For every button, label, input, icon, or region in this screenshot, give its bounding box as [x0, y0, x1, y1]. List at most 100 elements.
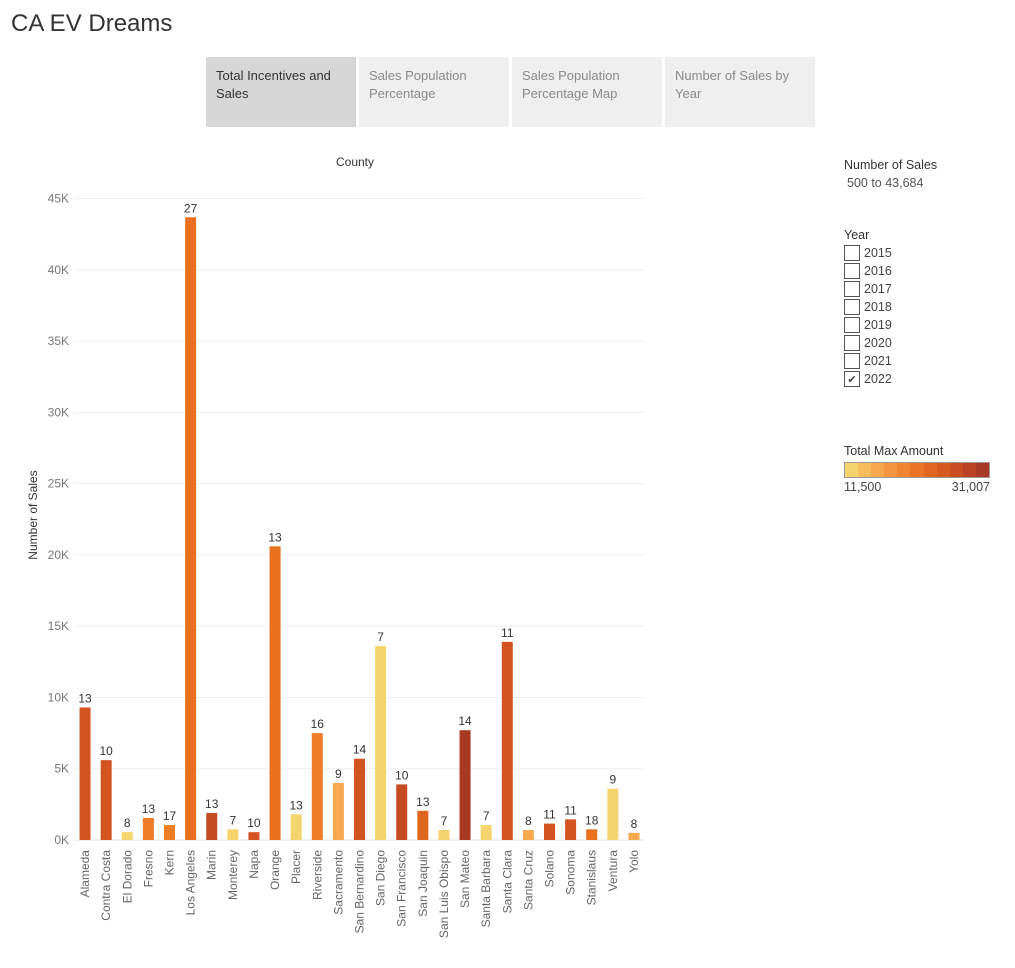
- y-tick-label: 10K: [48, 690, 69, 704]
- year-filter: Year 2015 2016 2017 2018 2019 2020 2021 ✔ 2022: [844, 228, 892, 388]
- y-tick-label: 25K: [48, 477, 69, 491]
- bar-kern: [164, 825, 175, 840]
- y-tick-label: 5K: [54, 762, 69, 776]
- year-option-2020[interactable]: 2020: [844, 334, 892, 352]
- sales-range-text: 500 to 43,684: [847, 176, 924, 190]
- data-label: 27: [184, 201, 198, 215]
- data-label: 9: [335, 767, 342, 781]
- page-title: CA EV Dreams: [11, 10, 173, 37]
- y-tick-label: 45K: [48, 192, 69, 206]
- data-label: 13: [289, 798, 303, 812]
- data-label: 11: [501, 626, 514, 640]
- year-option-label: 2019: [864, 318, 892, 332]
- bar-sacramento: [332, 782, 344, 840]
- year-checkbox[interactable]: [844, 353, 860, 369]
- x-tick-label: Stanislaus: [585, 850, 599, 905]
- bar-fresno: [142, 817, 154, 840]
- amount-min-label: 11,500: [844, 480, 882, 494]
- bar-alameda: [79, 707, 91, 840]
- data-label: 18: [585, 813, 599, 827]
- bar-san-mateo: [459, 730, 471, 840]
- year-checkbox[interactable]: [844, 281, 860, 297]
- color-step: [845, 463, 859, 477]
- tab-sales-population-map[interactable]: Sales Population Percentage Map: [512, 57, 662, 127]
- year-option-2016[interactable]: 2016: [844, 262, 892, 280]
- bar-san-francisco: [396, 784, 408, 840]
- year-option-2021[interactable]: 2021: [844, 352, 892, 370]
- bar-napa: [248, 832, 260, 840]
- y-tick-label: 0K: [54, 833, 69, 847]
- year-checkbox[interactable]: [844, 299, 860, 315]
- bar-san-joaquin: [417, 810, 429, 840]
- bar-contra-costa: [100, 760, 112, 840]
- bar-monterey: [227, 829, 239, 840]
- bar-el-dorado: [121, 832, 133, 840]
- data-label: 14: [353, 743, 367, 757]
- year-checkbox[interactable]: ✔: [844, 371, 860, 387]
- bar-orange: [269, 546, 281, 840]
- x-tick-label: Sonoma: [564, 850, 578, 895]
- x-tick-label: San Diego: [374, 850, 388, 906]
- y-tick-label: 20K: [48, 548, 69, 562]
- year-filter-title: Year: [844, 228, 870, 242]
- dashboard-tabs: Total Incentives and Sales Sales Populat…: [206, 57, 815, 127]
- sales-legend-title: Number of Sales: [844, 158, 938, 172]
- year-checkbox[interactable]: [844, 317, 860, 333]
- bar-santa-clara: [501, 641, 513, 840]
- color-step: [923, 463, 937, 477]
- color-step: [884, 463, 898, 477]
- year-checkbox[interactable]: [844, 335, 860, 351]
- data-label: 11: [543, 808, 556, 822]
- data-label: 13: [205, 797, 219, 811]
- year-option-label: 2020: [864, 336, 892, 350]
- year-option-2018[interactable]: 2018: [844, 298, 892, 316]
- tab-total-incentives[interactable]: Total Incentives and Sales: [206, 57, 356, 127]
- year-option-2022[interactable]: ✔ 2022: [844, 370, 892, 388]
- year-option-label: 2022: [864, 372, 892, 386]
- data-label: 16: [311, 717, 325, 731]
- tab-sales-by-year[interactable]: Number of Sales by Year: [665, 57, 815, 127]
- year-list: 2015 2016 2017 2018 2019 2020 2021 ✔ 2022: [844, 244, 892, 388]
- x-tick-label: Santa Cruz: [521, 850, 535, 910]
- x-tick-label: Ventura: [606, 850, 620, 892]
- bar-placer: [290, 814, 302, 840]
- year-checkbox[interactable]: [844, 245, 860, 261]
- y-tick-label: 35K: [48, 334, 69, 348]
- year-option-2015[interactable]: 2015: [844, 244, 892, 262]
- year-option-label: 2017: [864, 282, 892, 296]
- y-tick-label: 15K: [48, 619, 69, 633]
- year-option-label: 2016: [864, 264, 892, 278]
- year-option-2019[interactable]: 2019: [844, 316, 892, 334]
- data-label: 7: [441, 814, 448, 828]
- data-label: 7: [229, 813, 236, 827]
- data-label: 10: [395, 768, 409, 782]
- x-tick-label: Marin: [205, 850, 219, 880]
- x-tick-label: San Bernardino: [353, 850, 367, 934]
- year-checkbox[interactable]: [844, 263, 860, 279]
- color-step: [897, 463, 911, 477]
- x-tick-label: Riverside: [310, 850, 324, 900]
- bar-riverside: [311, 733, 323, 840]
- year-option-label: 2021: [864, 354, 892, 368]
- bar-chart: County 0K 5K 10K 15K 20K 25K 30K 35K 40K 45K Number…: [0, 140, 840, 963]
- data-label: 13: [142, 802, 156, 816]
- bar-santa-barbara: [480, 825, 492, 840]
- x-tick-label: El Dorado: [120, 850, 134, 904]
- x-tick-label: Placer: [289, 850, 303, 884]
- color-step: [858, 463, 872, 477]
- x-tick-label: Santa Barbara: [479, 850, 493, 928]
- data-label: 13: [78, 691, 92, 705]
- amount-color-bar: [844, 462, 990, 478]
- x-tick-label: Orange: [268, 850, 282, 890]
- color-step: [910, 463, 924, 477]
- amount-legend: Total Max Amount 11,500 31,007: [844, 444, 990, 494]
- bar-los-angeles: [185, 217, 197, 840]
- data-label: 9: [609, 773, 616, 787]
- data-label: 8: [525, 814, 532, 828]
- y-tick-label: 40K: [48, 263, 69, 277]
- tab-sales-population-percentage[interactable]: Sales Population Percentage: [359, 57, 509, 127]
- x-tick-label: Alameda: [78, 850, 92, 898]
- bar-solano: [544, 823, 555, 840]
- x-tick-label: Solano: [543, 850, 557, 888]
- year-option-2017[interactable]: 2017: [844, 280, 892, 298]
